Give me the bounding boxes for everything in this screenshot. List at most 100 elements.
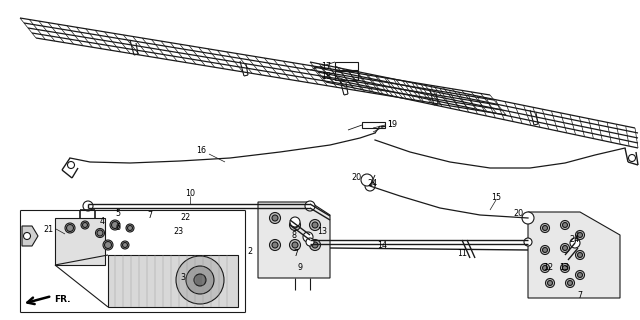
Circle shape <box>545 278 554 287</box>
Polygon shape <box>335 71 358 80</box>
Text: 13: 13 <box>559 262 569 271</box>
Circle shape <box>81 221 89 229</box>
Circle shape <box>310 220 321 230</box>
Circle shape <box>269 239 280 251</box>
Circle shape <box>122 243 127 247</box>
Circle shape <box>121 241 129 249</box>
Circle shape <box>568 281 573 285</box>
Circle shape <box>575 270 584 279</box>
Circle shape <box>570 238 580 248</box>
Circle shape <box>561 263 570 273</box>
Text: 1: 1 <box>387 119 392 129</box>
Circle shape <box>83 201 93 211</box>
Text: 15: 15 <box>491 194 501 203</box>
Text: 22: 22 <box>180 212 190 221</box>
Text: 4: 4 <box>99 217 104 226</box>
Circle shape <box>312 242 318 248</box>
Circle shape <box>126 224 134 232</box>
Circle shape <box>103 240 113 250</box>
Text: 5: 5 <box>115 210 120 219</box>
Circle shape <box>628 155 636 162</box>
Text: 7: 7 <box>147 212 152 220</box>
Polygon shape <box>362 122 385 128</box>
Text: 12: 12 <box>543 263 553 273</box>
Polygon shape <box>55 218 105 265</box>
Circle shape <box>575 230 584 239</box>
Circle shape <box>292 242 298 248</box>
Polygon shape <box>22 226 38 246</box>
Polygon shape <box>335 62 358 70</box>
Circle shape <box>65 223 75 233</box>
Circle shape <box>289 239 301 251</box>
Text: 20: 20 <box>513 209 523 218</box>
Text: 7: 7 <box>577 292 582 300</box>
Circle shape <box>289 220 301 230</box>
Text: 19: 19 <box>387 119 397 129</box>
Circle shape <box>541 245 550 254</box>
Circle shape <box>310 239 321 251</box>
Circle shape <box>104 242 111 249</box>
Text: 13: 13 <box>317 227 327 236</box>
Circle shape <box>566 278 575 287</box>
Text: 11: 11 <box>457 250 467 259</box>
Circle shape <box>541 263 550 273</box>
Circle shape <box>269 212 280 223</box>
Circle shape <box>24 233 31 239</box>
Circle shape <box>365 181 375 191</box>
Circle shape <box>561 220 570 229</box>
Circle shape <box>67 162 74 169</box>
Circle shape <box>292 222 298 228</box>
Circle shape <box>306 238 314 246</box>
Circle shape <box>194 274 206 286</box>
Circle shape <box>361 174 373 186</box>
Circle shape <box>272 242 278 248</box>
Circle shape <box>543 226 547 230</box>
Circle shape <box>272 215 278 221</box>
Text: 9: 9 <box>298 263 303 273</box>
Text: 2: 2 <box>248 247 253 257</box>
Text: 3: 3 <box>180 274 186 283</box>
Circle shape <box>110 220 120 230</box>
Circle shape <box>524 238 532 246</box>
Circle shape <box>305 201 315 211</box>
Circle shape <box>522 212 534 224</box>
Text: 14: 14 <box>377 241 387 250</box>
Circle shape <box>303 232 313 242</box>
Text: 21: 21 <box>43 225 53 234</box>
Circle shape <box>186 266 214 294</box>
Text: 10: 10 <box>185 189 195 198</box>
Text: 6: 6 <box>115 223 120 233</box>
Text: 8: 8 <box>291 231 296 241</box>
Circle shape <box>577 273 582 277</box>
Circle shape <box>83 222 88 228</box>
Polygon shape <box>528 212 620 298</box>
Polygon shape <box>258 202 330 278</box>
Circle shape <box>561 244 570 252</box>
Text: 20: 20 <box>351 172 361 181</box>
Circle shape <box>541 223 550 233</box>
Text: 18: 18 <box>321 71 331 81</box>
Circle shape <box>543 247 547 252</box>
Text: 7: 7 <box>293 250 299 259</box>
Text: 16: 16 <box>196 146 206 155</box>
Circle shape <box>577 233 582 237</box>
Text: 24: 24 <box>367 179 377 188</box>
Circle shape <box>547 281 552 285</box>
Circle shape <box>563 266 568 270</box>
Circle shape <box>290 217 300 227</box>
Circle shape <box>176 256 224 304</box>
Circle shape <box>111 221 118 228</box>
Circle shape <box>97 230 103 236</box>
Text: 24: 24 <box>569 235 579 244</box>
Text: 23: 23 <box>173 227 183 236</box>
Text: 17: 17 <box>321 61 331 70</box>
Circle shape <box>563 245 568 251</box>
Circle shape <box>575 251 584 260</box>
Circle shape <box>127 226 132 230</box>
Circle shape <box>543 266 547 270</box>
Circle shape <box>95 228 104 237</box>
Text: FR.: FR. <box>54 295 70 305</box>
Circle shape <box>577 252 582 258</box>
Circle shape <box>312 222 318 228</box>
Circle shape <box>563 222 568 228</box>
